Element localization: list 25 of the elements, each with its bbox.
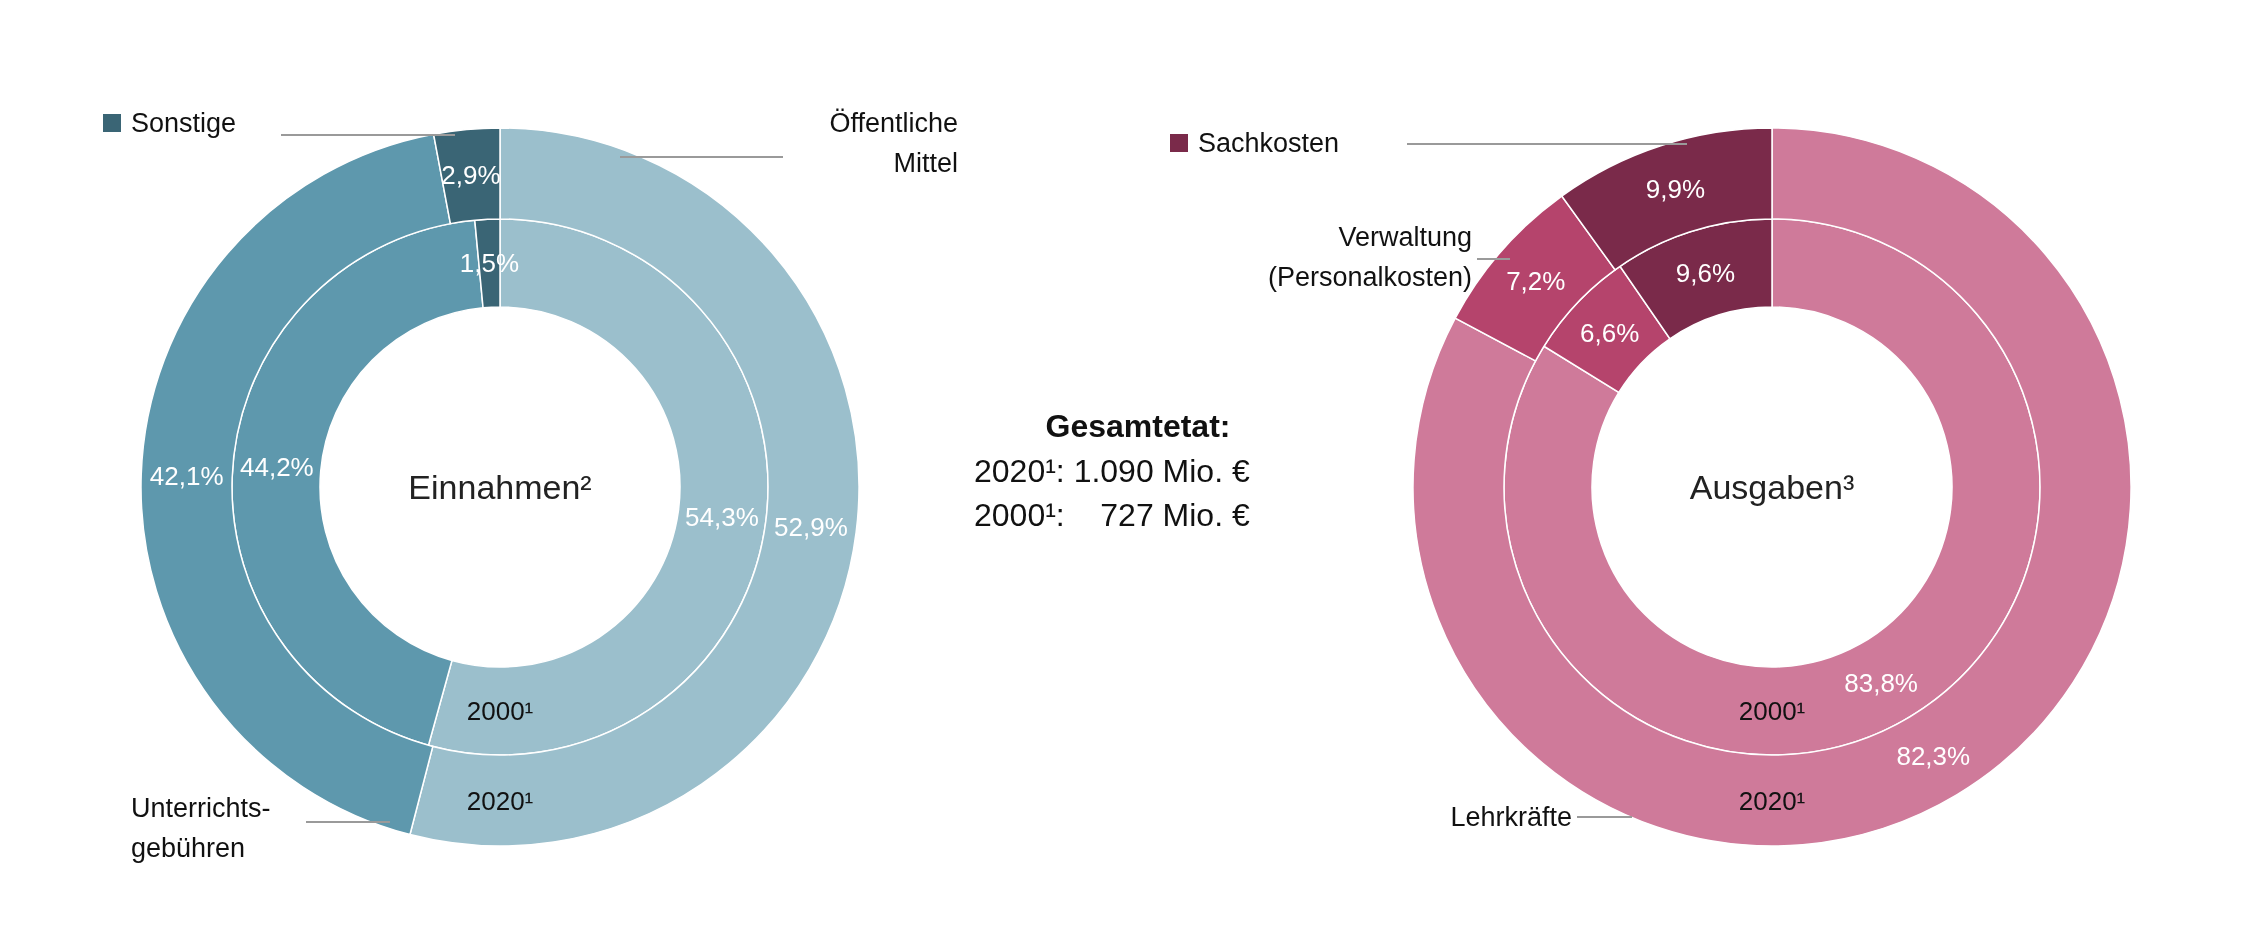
slice-label: Öffentliche Mittel bbox=[829, 108, 958, 178]
text: 2000¹: 727 Mio. € bbox=[973, 496, 1251, 535]
data-label: 44,2% bbox=[240, 452, 314, 483]
text: Gesamtetat: bbox=[1044, 408, 1232, 445]
slice-label: 2020¹ bbox=[1738, 785, 1806, 816]
data-label: 83,8% bbox=[1844, 667, 1919, 698]
data-label: 42,1% bbox=[149, 461, 224, 492]
data-label: 54,3% bbox=[685, 502, 759, 533]
text: Einnahmen² bbox=[408, 468, 592, 506]
slice-label: 2020¹ bbox=[466, 785, 534, 816]
legend-label: Sonstige bbox=[131, 108, 237, 138]
data-label: 82,3% bbox=[1896, 740, 1971, 771]
data-label: 7,2% bbox=[1506, 265, 1566, 296]
legend-label: Sachkosten bbox=[1198, 128, 1340, 158]
text: 2020¹: 1.090 Mio. € bbox=[973, 452, 1251, 491]
data-label: 52,9% bbox=[774, 511, 848, 542]
slice-label: Verwaltung (Personalkosten) bbox=[1267, 222, 1472, 292]
data-label: 9,9% bbox=[1645, 173, 1706, 204]
slice-label: Lehrkräfte bbox=[1450, 802, 1572, 832]
slice-label: Unterrichts-gebühren bbox=[131, 793, 271, 863]
text: Ausgaben³ bbox=[1689, 468, 1855, 506]
data-label: 6,6% bbox=[1580, 317, 1640, 348]
data-label: 9,6% bbox=[1675, 258, 1736, 289]
slice-label: 2000¹ bbox=[1738, 696, 1806, 726]
slice-label: 2000¹ bbox=[466, 696, 534, 726]
